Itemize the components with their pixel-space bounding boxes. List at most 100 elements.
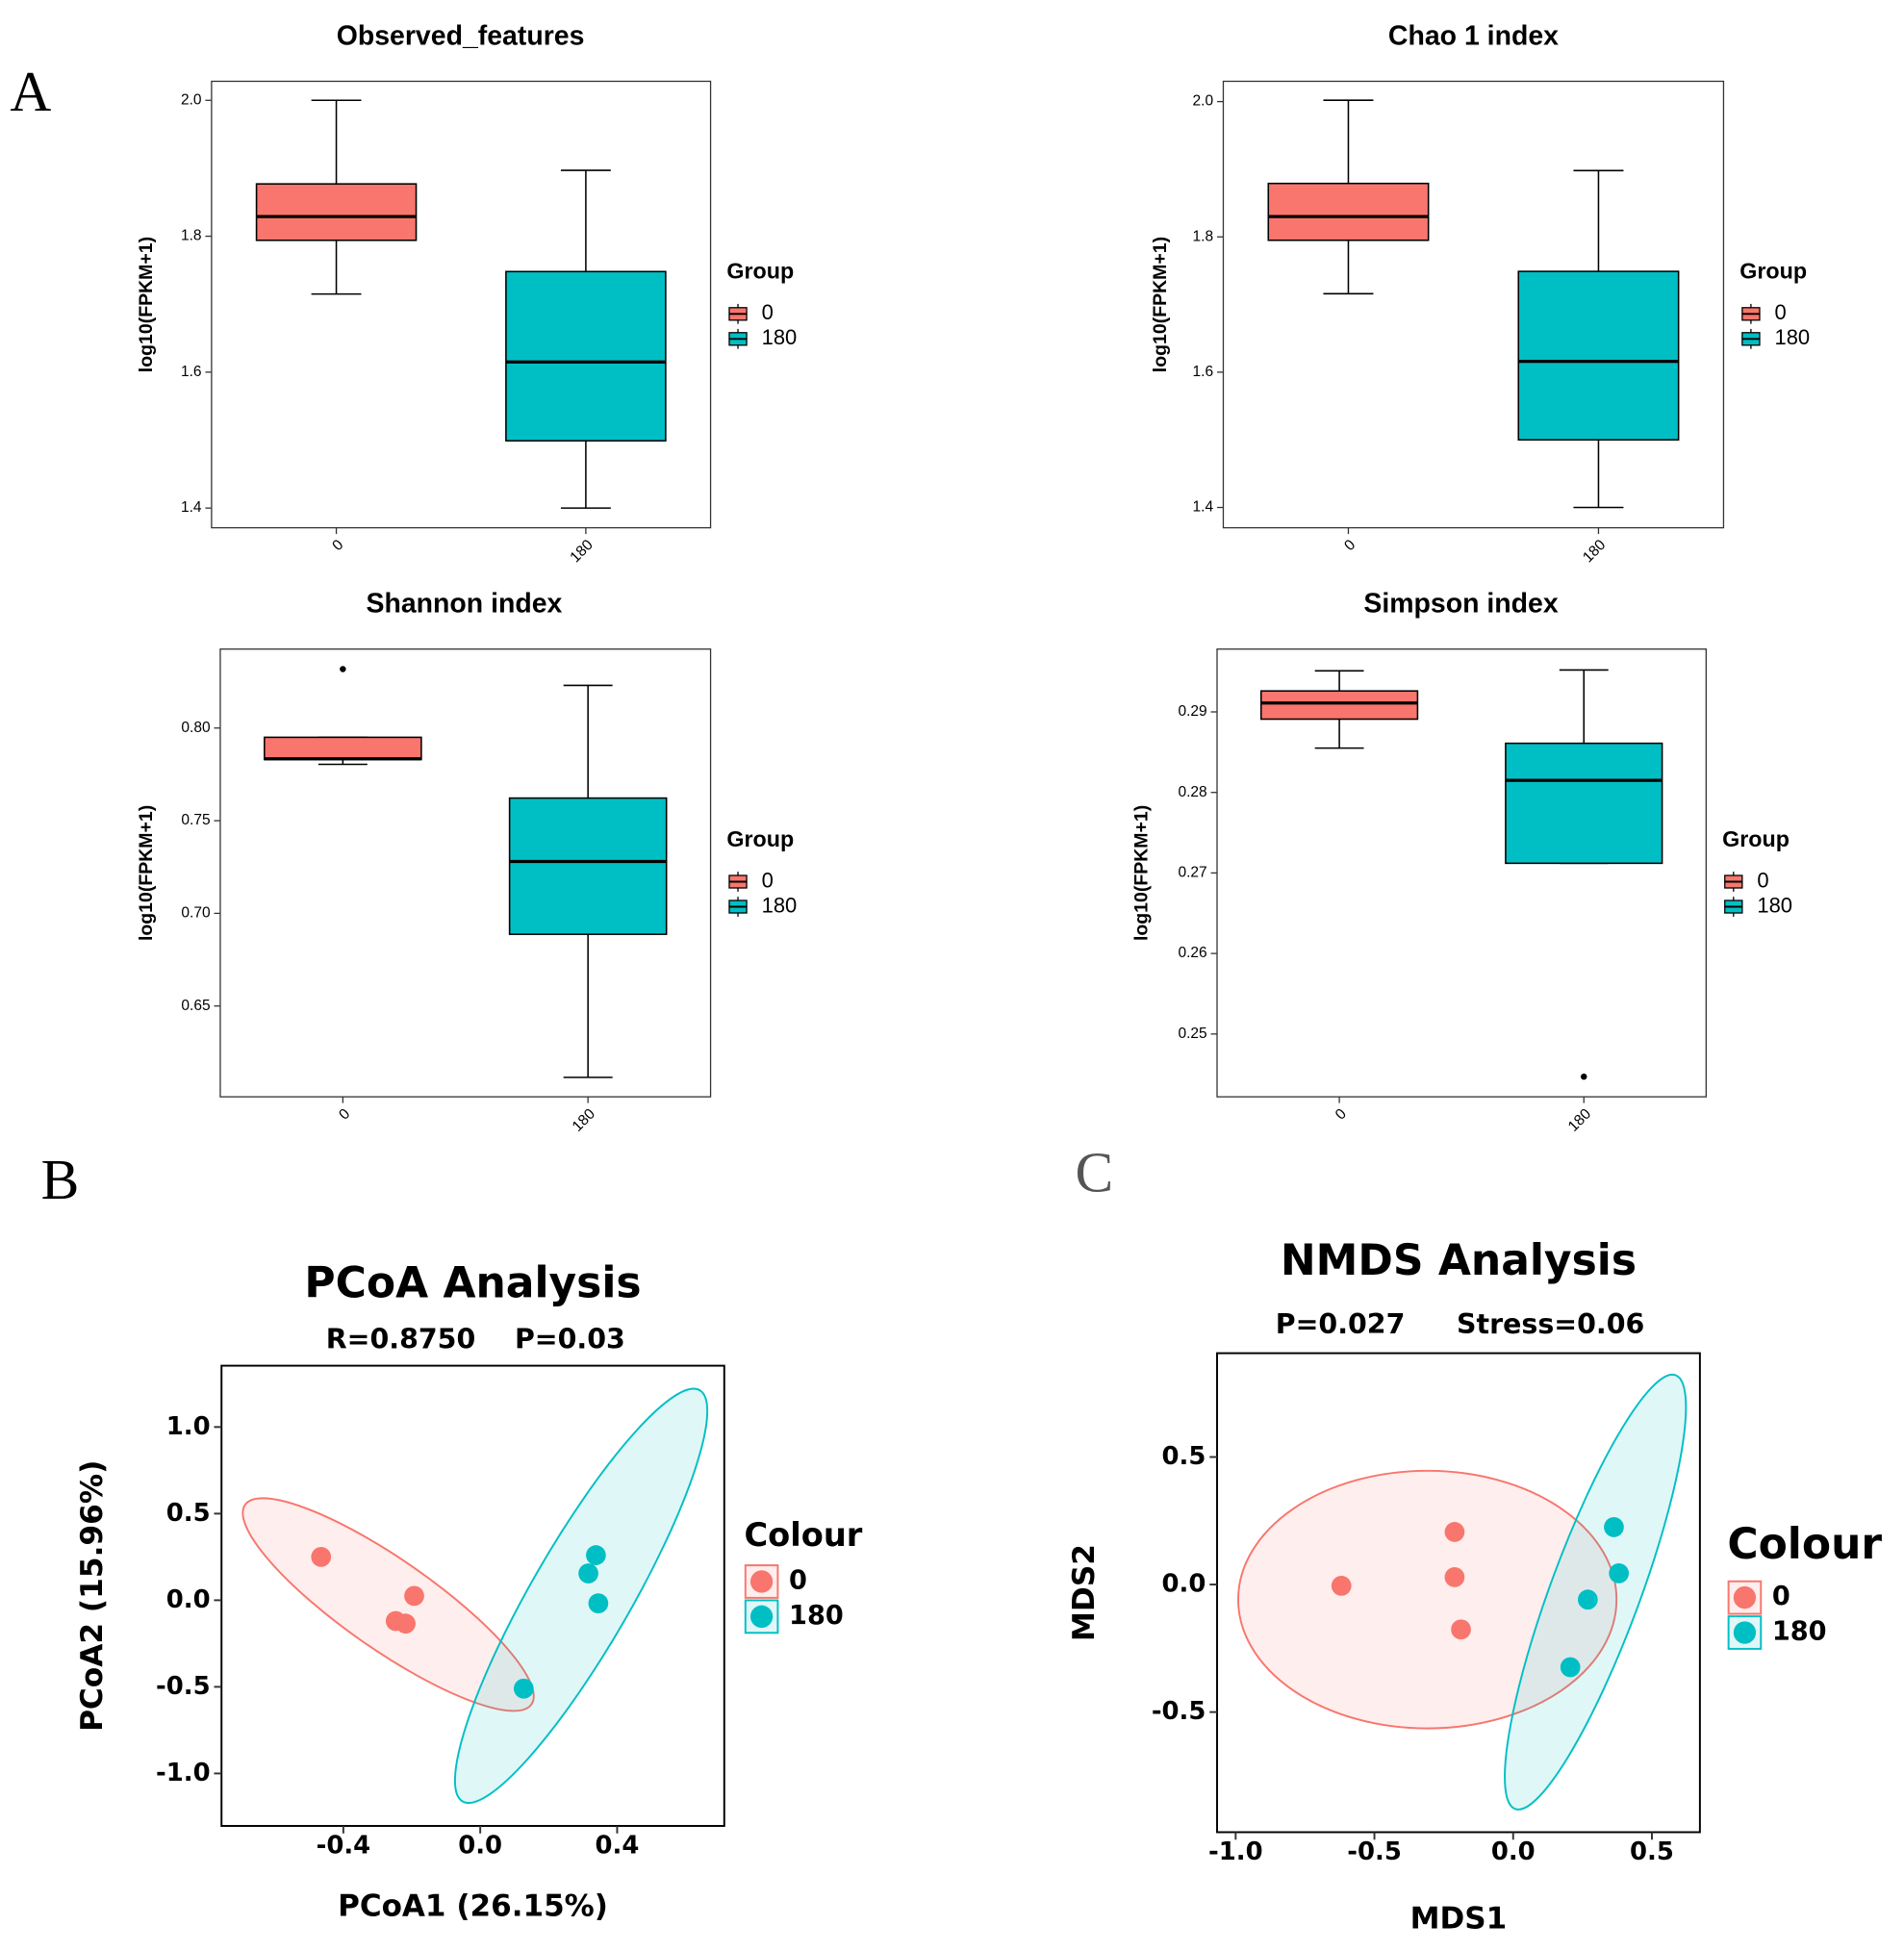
panel-label: A — [10, 60, 51, 123]
y-tick-label: -1.0 — [156, 1759, 211, 1787]
point — [311, 1546, 332, 1567]
box — [1505, 742, 1663, 865]
chart-subtitle: P=0.03 — [515, 1324, 625, 1356]
legend-title: Group — [1739, 259, 1807, 284]
y-tick-label: 1.6 — [1193, 364, 1214, 380]
legend-label: 0 — [1774, 300, 1786, 324]
legend-label: 0 — [789, 1565, 807, 1595]
y-tick-label: 2.0 — [181, 91, 202, 108]
y-tick-label: -0.5 — [156, 1672, 211, 1701]
legend-label: 180 — [1757, 893, 1792, 917]
chart-title: PCoA Analysis — [304, 1258, 641, 1307]
point — [1609, 1563, 1629, 1584]
point — [404, 1585, 424, 1607]
legend-key — [1733, 1585, 1757, 1609]
y-tick-label: 1.0 — [166, 1412, 211, 1441]
x-tick-label: 0.0 — [1491, 1837, 1536, 1866]
box — [505, 270, 667, 442]
legend-key — [749, 1605, 774, 1629]
y-axis-label: log10(FPKM+1) — [1131, 805, 1153, 941]
y-tick-label: 1.8 — [1193, 228, 1214, 244]
box — [1259, 690, 1419, 721]
y-tick-label: 1.8 — [181, 228, 202, 244]
x-tick-label: 0 — [1341, 537, 1358, 554]
y-tick-label: 0.5 — [166, 1499, 211, 1528]
box — [255, 183, 418, 241]
box — [1267, 182, 1430, 241]
y-axis-label: log10(FPKM+1) — [136, 237, 157, 372]
legend-label: 0 — [762, 300, 774, 324]
x-tick-label: -0.4 — [317, 1831, 371, 1860]
y-tick-label: 0.70 — [181, 904, 211, 921]
y-tick-label: 0.28 — [1178, 784, 1206, 800]
y-tick-label: 0.27 — [1178, 864, 1206, 880]
point — [1604, 1517, 1624, 1537]
x-tick-label: 0 — [336, 1105, 353, 1123]
point — [578, 1563, 598, 1584]
y-axis-label: log10(FPKM+1) — [136, 805, 157, 941]
y-tick-label: 0.5 — [1162, 1442, 1206, 1471]
legend-label: 180 — [762, 893, 798, 917]
y-tick-label: 1.6 — [181, 364, 202, 380]
y-tick-label: 0.0 — [166, 1585, 211, 1614]
chart-title: Observed_features — [337, 20, 585, 51]
chart-subtitle: P=0.027 — [1276, 1308, 1406, 1340]
y-axis-label: PCoA2 (15.96%) — [75, 1460, 110, 1732]
plot-frame — [220, 1364, 725, 1827]
legend-label: 180 — [1774, 325, 1810, 349]
chart-subtitle: Stress=0.06 — [1457, 1308, 1644, 1340]
point — [1331, 1575, 1352, 1596]
x-tick-label: 180 — [1565, 1105, 1595, 1135]
point — [588, 1593, 609, 1614]
x-axis-label: PCoA1 (26.15%) — [338, 1888, 608, 1923]
chart-title: NMDS Analysis — [1281, 1236, 1637, 1285]
legend-title: Colour — [744, 1516, 862, 1554]
y-tick-label: 0.80 — [181, 720, 211, 736]
x-tick-label: 0 — [1333, 1105, 1350, 1123]
x-tick-label: 180 — [570, 1105, 599, 1135]
legend-label: 180 — [1772, 1616, 1827, 1646]
legend-label: 0 — [1757, 868, 1768, 892]
point — [1577, 1589, 1598, 1610]
y-tick-label: 0.26 — [1178, 945, 1206, 961]
confidence-ellipse — [453, 1387, 709, 1805]
panel-label: C — [1076, 1140, 1114, 1204]
box — [508, 797, 668, 935]
x-tick-label: 0.0 — [458, 1831, 502, 1860]
point — [395, 1613, 416, 1634]
confidence-ellipse — [1237, 1469, 1618, 1730]
y-tick-label: 0.29 — [1178, 703, 1206, 720]
plot-frame — [1216, 1352, 1701, 1834]
point — [586, 1545, 606, 1565]
y-tick-label: 0.0 — [1162, 1570, 1206, 1599]
chart-title: Simpson index — [1363, 589, 1558, 620]
y-axis-label: MDS2 — [1067, 1544, 1102, 1641]
point — [513, 1678, 534, 1699]
plot-frame — [1222, 80, 1725, 529]
point — [1451, 1619, 1471, 1640]
legend-title: Group — [1722, 826, 1790, 851]
panel-label: B — [41, 1148, 80, 1211]
outlier — [1581, 1073, 1587, 1080]
box — [1517, 270, 1680, 441]
chart-title: Chao 1 index — [1388, 20, 1559, 51]
legend-title: Colour — [1727, 1520, 1882, 1569]
legend-key — [1733, 1621, 1757, 1644]
point — [1444, 1522, 1465, 1542]
y-tick-label: 0.65 — [181, 998, 210, 1014]
y-tick-label: -0.5 — [1152, 1697, 1206, 1726]
legend-label: 180 — [762, 325, 798, 349]
chart-subtitle: R=0.8750 — [326, 1324, 475, 1356]
y-tick-label: 1.4 — [1193, 499, 1214, 516]
x-tick-label: 0.4 — [596, 1831, 640, 1860]
y-tick-label: 0.75 — [181, 812, 210, 828]
y-axis-label: log10(FPKM+1) — [1150, 237, 1171, 372]
y-tick-label: 2.0 — [1193, 93, 1214, 110]
x-tick-label: -0.5 — [1347, 1837, 1402, 1866]
x-tick-label: 180 — [1580, 537, 1610, 567]
legend-key — [749, 1570, 774, 1593]
plot-frame — [219, 648, 712, 1098]
x-tick-label: 180 — [567, 537, 597, 567]
x-axis-label: MDS1 — [1410, 1901, 1508, 1936]
